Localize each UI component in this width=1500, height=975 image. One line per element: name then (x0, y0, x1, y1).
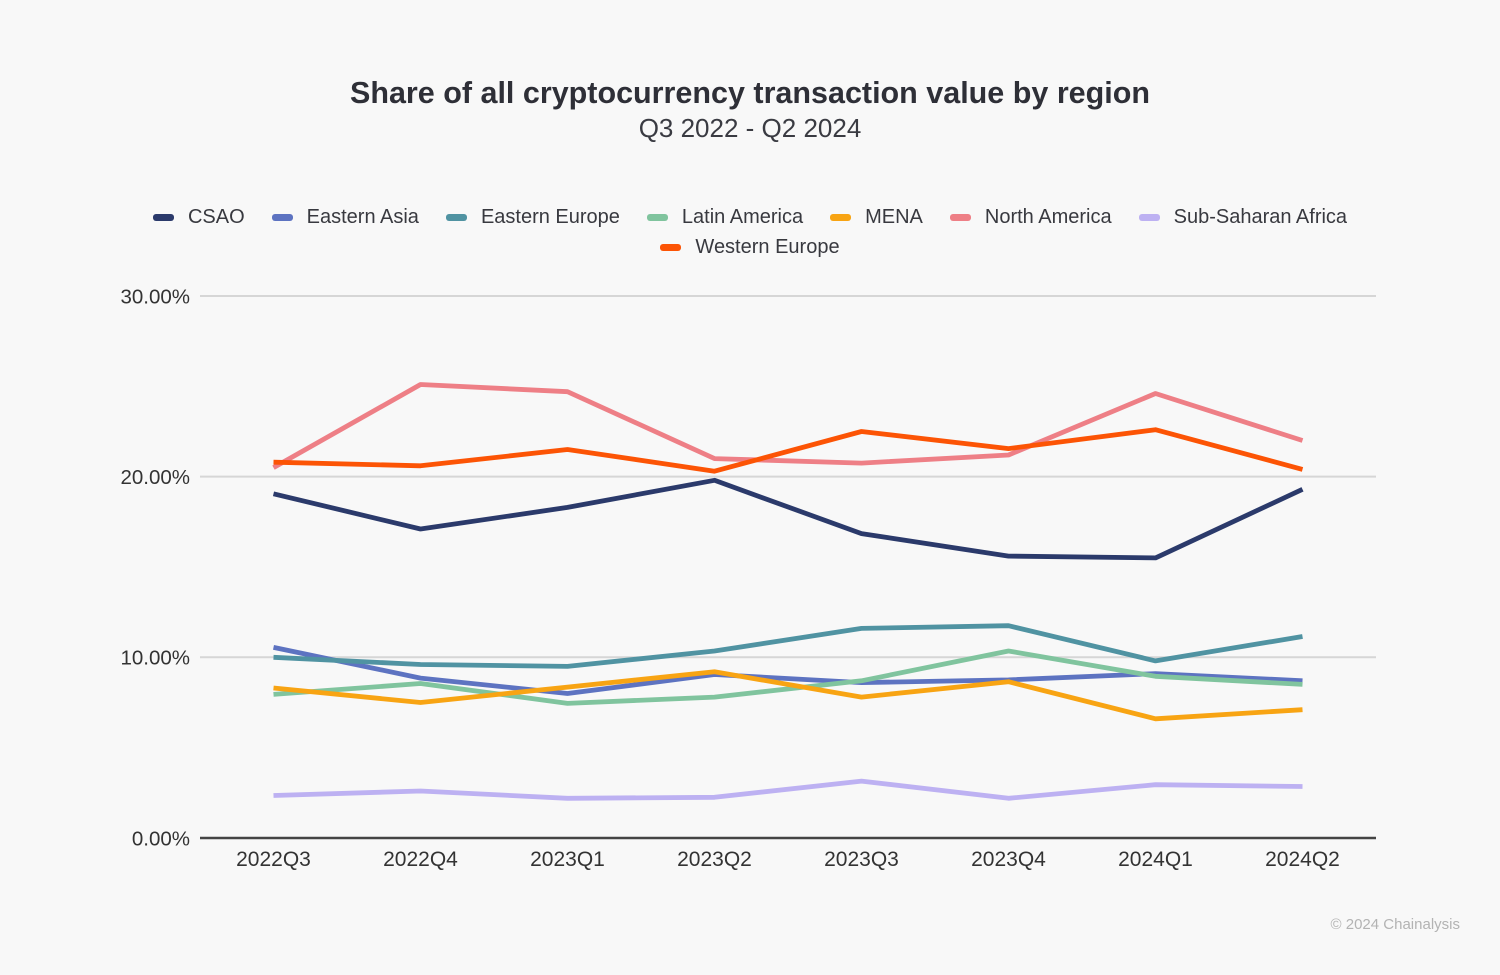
svg-text:2024Q2: 2024Q2 (1265, 848, 1340, 871)
svg-text:2023Q2: 2023Q2 (677, 848, 752, 871)
svg-text:2023Q3: 2023Q3 (824, 848, 899, 871)
svg-text:2024Q1: 2024Q1 (1118, 848, 1193, 871)
svg-text:2022Q4: 2022Q4 (383, 848, 458, 871)
svg-text:30.00%: 30.00% (120, 285, 190, 308)
svg-text:20.00%: 20.00% (120, 466, 190, 489)
svg-text:2023Q1: 2023Q1 (530, 848, 605, 871)
svg-text:2023Q4: 2023Q4 (971, 848, 1046, 871)
svg-text:10.00%: 10.00% (120, 647, 190, 670)
svg-text:2022Q3: 2022Q3 (236, 848, 311, 871)
svg-text:0.00%: 0.00% (132, 827, 190, 850)
